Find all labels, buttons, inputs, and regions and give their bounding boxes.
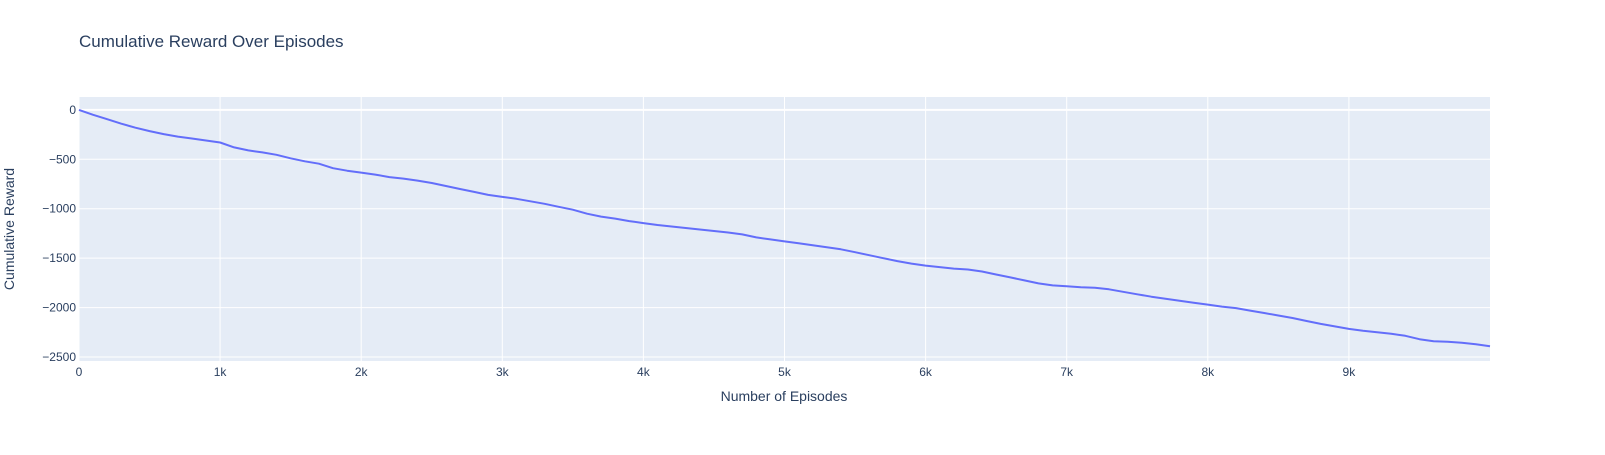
y-tick-label: −500 — [49, 152, 76, 166]
x-tick-label: 6k — [919, 365, 933, 379]
x-tick-label: 3k — [496, 365, 510, 379]
y-tick-label: −2500 — [42, 350, 76, 364]
x-tick-label: 0 — [76, 365, 83, 379]
chart-title: Cumulative Reward Over Episodes — [79, 32, 344, 51]
y-tick-label: −1500 — [42, 251, 76, 265]
x-axis-title: Number of Episodes — [721, 388, 848, 404]
x-tick-label: 2k — [355, 365, 369, 379]
x-tick-label: 7k — [1060, 365, 1074, 379]
gridlines — [78, 97, 1490, 361]
x-tick-label: 5k — [778, 365, 792, 379]
y-axis-title: Cumulative Reward — [1, 168, 17, 290]
x-tick-labels: 0 1k 2k 3k 4k 5k 6k 7k 8k 9k — [76, 365, 1357, 379]
y-tick-label: −1000 — [42, 202, 76, 216]
x-tick-label: 8k — [1201, 365, 1215, 379]
x-tick-label: 9k — [1343, 365, 1357, 379]
y-tick-label: 0 — [69, 103, 76, 117]
y-tick-labels: 0 −500 −1000 −1500 −2000 −2500 — [42, 103, 76, 364]
x-tick-label: 4k — [637, 365, 651, 379]
y-tick-label: −2000 — [42, 301, 76, 315]
x-tick-label: 1k — [214, 365, 228, 379]
series-line — [78, 108, 1491, 348]
